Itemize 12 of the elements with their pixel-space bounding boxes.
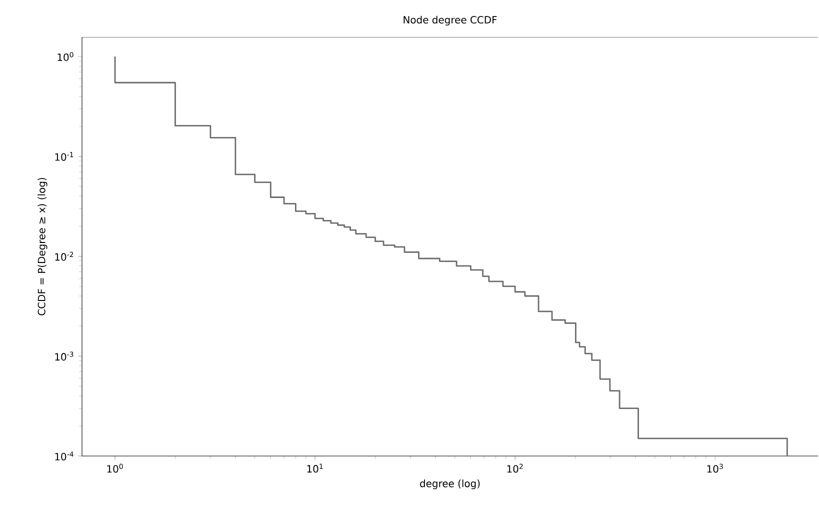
chart-title: Node degree CCDF [404,16,497,26]
x-tick-label: 10$^{3}$ [707,464,723,473]
x-axis-title: degree (log) [420,480,480,490]
y-tick-label: 10$^{0}$ [58,52,74,62]
y-tick-label: 10$^{-1}$ [55,152,74,161]
y-tick-label: 10$^{-2}$ [55,252,74,261]
y-axis-title: CCDF = P(Degree ≥ x) (log) [38,178,48,316]
y-tick-label: 10$^{-3}$ [55,352,74,361]
x-tick-label: 10$^{2}$ [507,464,523,473]
x-tick-label: 10$^{0}$ [107,464,123,473]
x-tick-label: 10$^{1}$ [307,464,323,473]
y-tick-label: 10$^{-4}$ [55,452,74,460]
